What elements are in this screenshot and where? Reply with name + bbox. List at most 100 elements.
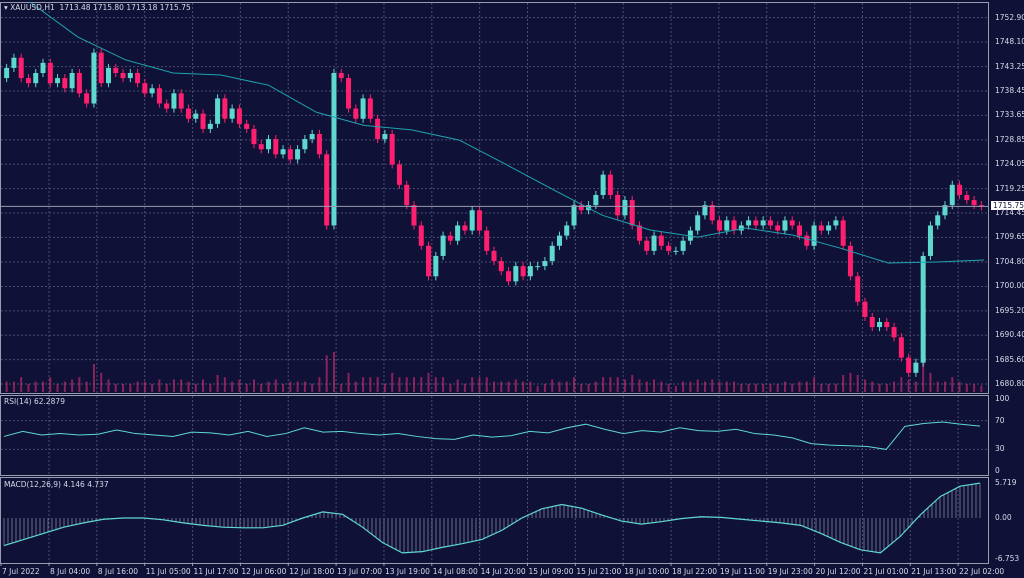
candle-body: [622, 200, 628, 216]
volume-bar: [551, 379, 554, 392]
volume-bar: [500, 381, 503, 392]
candle-body: [244, 123, 250, 129]
candle-body: [571, 205, 577, 226]
time-tick: 13 Jul 07:00: [337, 567, 383, 576]
candle-body: [331, 73, 337, 226]
candle-body: [833, 220, 839, 226]
candle-body: [280, 149, 286, 155]
price-tick: 1719.25: [995, 183, 1024, 193]
volume-bar: [907, 379, 910, 392]
candle-body: [746, 220, 752, 226]
volume-bar: [827, 383, 830, 392]
candle-body: [324, 154, 330, 226]
volume-bar: [783, 381, 786, 392]
candle-body: [156, 88, 162, 104]
volume-bar: [580, 383, 583, 392]
volume-bar: [427, 372, 430, 392]
candle-body: [600, 174, 606, 195]
rsi-tick: 70: [995, 415, 1005, 425]
volume-bar: [703, 381, 706, 392]
volume-bar: [805, 381, 808, 392]
volume-bar: [936, 381, 939, 392]
volume-bar: [645, 381, 648, 392]
candle-body: [4, 67, 10, 79]
volume-bar: [718, 381, 721, 392]
candle-body: [76, 73, 82, 94]
candle-body: [716, 220, 722, 231]
candle-body: [484, 230, 490, 251]
volume-bar: [973, 383, 976, 392]
volume-bar: [711, 379, 714, 392]
time-tick: 18 Jul 10:00: [624, 567, 670, 576]
candle-body: [527, 266, 533, 277]
candle-body: [120, 73, 126, 79]
time-tick: 11 Jul 05:00: [145, 567, 191, 576]
time-tick: 12 Jul 18:00: [289, 567, 335, 576]
time-tick: 12 Jul 06:00: [241, 567, 287, 576]
candle-body: [702, 205, 708, 216]
candle-body: [338, 73, 344, 79]
volume-bar: [951, 377, 954, 392]
volume-bar: [158, 379, 161, 392]
candle-body: [506, 271, 512, 282]
candle-body: [971, 200, 977, 206]
candle-body: [498, 261, 504, 272]
volume-bar: [78, 377, 81, 392]
volume-bar: [42, 381, 45, 392]
volume-bar: [878, 383, 881, 392]
candle-body: [680, 240, 686, 251]
candle-body: [651, 235, 657, 251]
candle-body: [367, 98, 373, 119]
volume-bar: [573, 377, 576, 392]
volume-bar: [289, 381, 292, 392]
volume-bar: [34, 381, 37, 392]
price-tick: 1704.80: [995, 257, 1024, 267]
candle-body: [62, 78, 68, 89]
price-tick: 1680.80: [995, 379, 1024, 389]
rsi-tick: 30: [995, 444, 1005, 454]
macd-tick: 0.00: [995, 513, 1012, 522]
volume-bar: [260, 383, 263, 392]
volume-bar: [12, 381, 15, 392]
volume-bar: [296, 381, 299, 392]
volume-bar: [92, 364, 95, 392]
candle-body: [113, 67, 119, 74]
candle-body: [847, 245, 853, 277]
volume-bar: [653, 379, 656, 392]
volume-bar: [252, 379, 255, 392]
candle-body: [418, 225, 424, 246]
volume-bar: [383, 383, 386, 392]
candle-body: [251, 128, 257, 145]
candle-body: [760, 220, 766, 226]
volume-bar: [820, 383, 823, 392]
volume-bar: [682, 381, 685, 392]
volume-bar: [318, 377, 321, 392]
volume-bar: [798, 381, 801, 392]
volume-bar: [347, 372, 350, 392]
volume-bar: [165, 383, 168, 392]
candle-body: [549, 245, 555, 262]
candle-body: [775, 225, 781, 231]
volume-bar: [529, 381, 532, 392]
candle-body: [47, 62, 53, 84]
candle-body: [556, 235, 562, 246]
candle-body: [797, 225, 803, 236]
price-tick: 1752.90: [995, 12, 1024, 22]
volume-bar: [362, 377, 365, 392]
volume-bar: [282, 383, 285, 392]
volume-bar: [107, 379, 110, 392]
price-tick: 1714.45: [995, 208, 1024, 217]
candle-body: [149, 88, 155, 94]
macd-tick: 5.719: [995, 478, 1017, 487]
time-tick: 11 Jul 17:00: [193, 567, 239, 576]
candle-body: [644, 240, 650, 251]
candle-body: [142, 83, 148, 94]
volume-bar: [143, 381, 146, 392]
volume-bar: [689, 381, 692, 392]
volume-bar: [463, 383, 466, 392]
volume-bar: [63, 381, 66, 392]
time-tick: 14 Jul 08:00: [432, 567, 478, 576]
volume-bar: [172, 379, 175, 392]
candle-body: [520, 266, 526, 277]
